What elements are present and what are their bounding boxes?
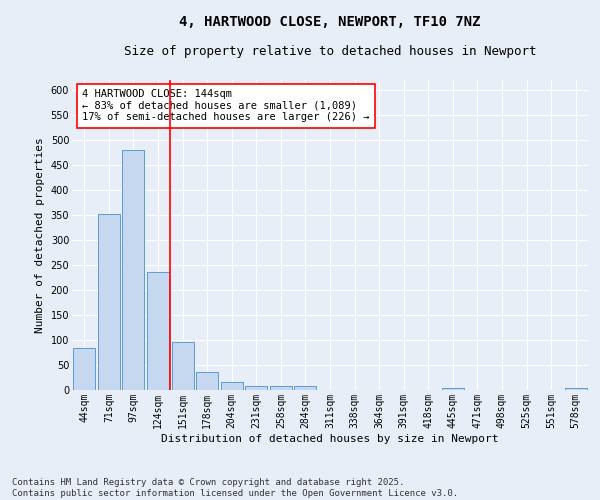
Bar xyxy=(122,150,145,390)
Text: Size of property relative to detached houses in Newport: Size of property relative to detached ho… xyxy=(124,45,536,58)
Bar xyxy=(245,386,268,390)
Bar xyxy=(295,386,316,390)
X-axis label: Distribution of detached houses by size in Newport: Distribution of detached houses by size … xyxy=(161,434,499,444)
Bar xyxy=(221,382,243,390)
Bar xyxy=(73,348,95,390)
Bar xyxy=(442,388,464,390)
Bar xyxy=(196,372,218,390)
Bar xyxy=(172,342,194,390)
Bar xyxy=(565,388,587,390)
Text: 4 HARTWOOD CLOSE: 144sqm
← 83% of detached houses are smaller (1,089)
17% of sem: 4 HARTWOOD CLOSE: 144sqm ← 83% of detach… xyxy=(82,90,370,122)
Y-axis label: Number of detached properties: Number of detached properties xyxy=(35,137,45,333)
Bar xyxy=(147,272,169,390)
Bar xyxy=(98,214,120,390)
Text: Contains HM Land Registry data © Crown copyright and database right 2025.
Contai: Contains HM Land Registry data © Crown c… xyxy=(12,478,458,498)
Bar xyxy=(270,386,292,390)
Text: 4, HARTWOOD CLOSE, NEWPORT, TF10 7NZ: 4, HARTWOOD CLOSE, NEWPORT, TF10 7NZ xyxy=(179,15,481,29)
